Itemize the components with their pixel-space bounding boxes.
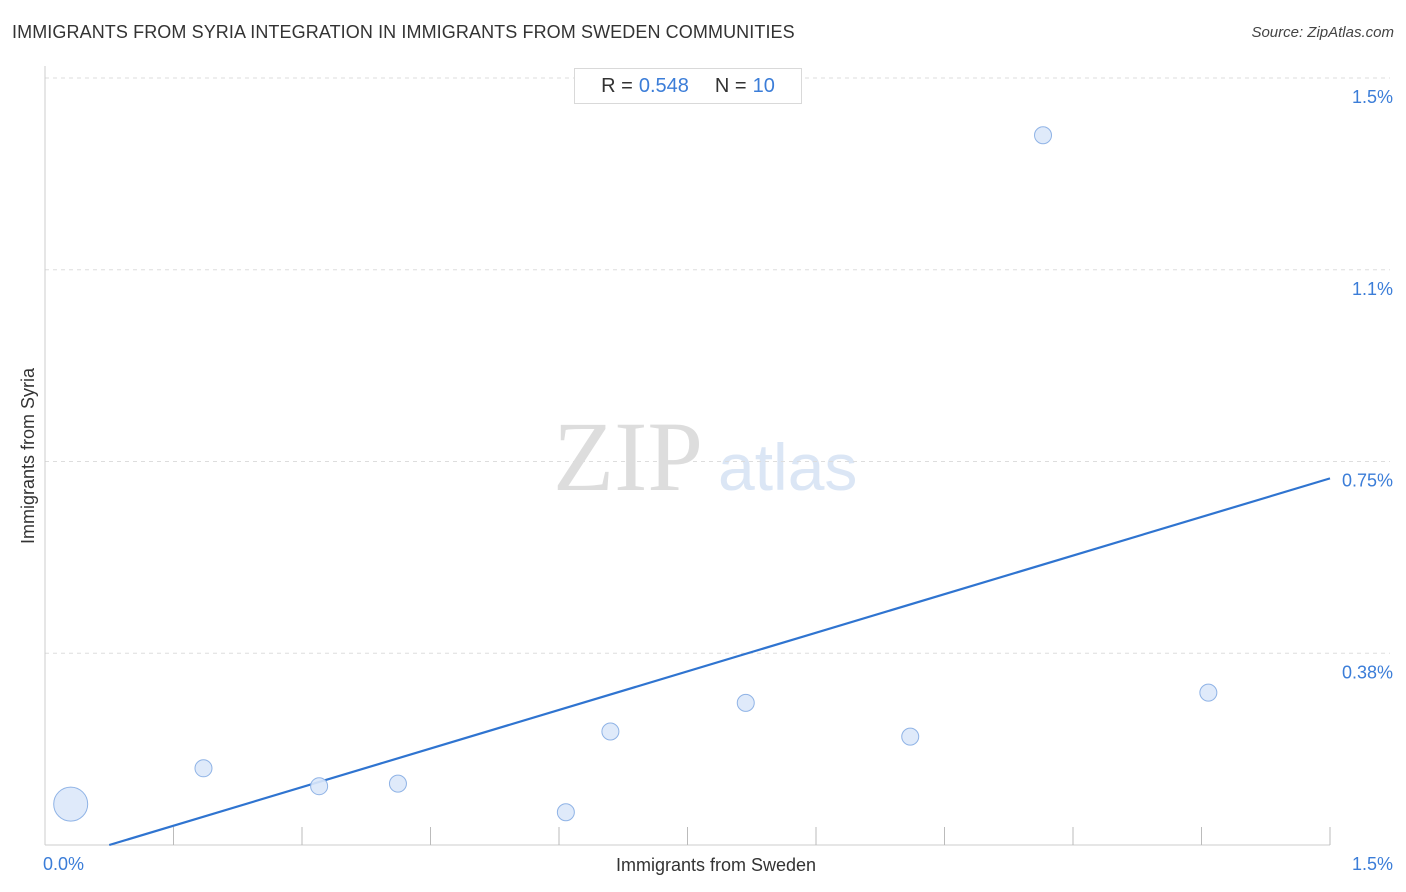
data-point-0 [53, 786, 89, 822]
data-point-1 [194, 759, 213, 778]
grid-lines [45, 77, 1390, 654]
x-tick-label-1: 1.5% [1352, 854, 1393, 874]
trendline [108, 477, 1331, 847]
data-point-2 [310, 777, 329, 796]
y-tick-label-2: 0.75% [1342, 471, 1393, 491]
y-axis-title: Immigrants from Syria [18, 367, 38, 544]
y-tick-label-3: 0.38% [1342, 662, 1393, 682]
r-label: R = [601, 74, 633, 97]
data-point-8 [1034, 126, 1053, 145]
x-tick-label-0: 0.0% [43, 854, 84, 874]
n-value: 10 [752, 74, 775, 97]
chart-title: IMMIGRANTS FROM SYRIA INTEGRATION IN IMM… [12, 22, 795, 42]
watermark-zip: ZIP [553, 401, 703, 512]
data-point-6 [736, 693, 755, 712]
correlation-stats-box: R = 0.548 N = 10 [574, 68, 802, 104]
zipatlas-watermark: ZIP atlas [553, 401, 857, 512]
r-value: 0.548 [638, 74, 689, 97]
data-point-5 [601, 722, 620, 741]
trendline-group [108, 477, 1331, 847]
data-point-3 [388, 774, 407, 793]
y-tick-label-1: 1.1% [1352, 279, 1393, 299]
source-credit: Source: ZipAtlas.com [1251, 24, 1394, 41]
tick-labels: 1.5% 1.1% 0.75% 0.38% 0.0% 1.5% [43, 87, 1393, 874]
x-axis-title: Immigrants from Sweden [616, 855, 816, 875]
data-points [53, 126, 1218, 822]
data-point-9 [1199, 683, 1218, 702]
watermark-atlas: atlas [718, 430, 857, 504]
n-label: N = [714, 74, 747, 97]
axes [44, 66, 1331, 846]
data-point-7 [901, 727, 920, 746]
y-tick-label-0: 1.5% [1352, 87, 1393, 107]
data-point-4 [556, 803, 575, 822]
